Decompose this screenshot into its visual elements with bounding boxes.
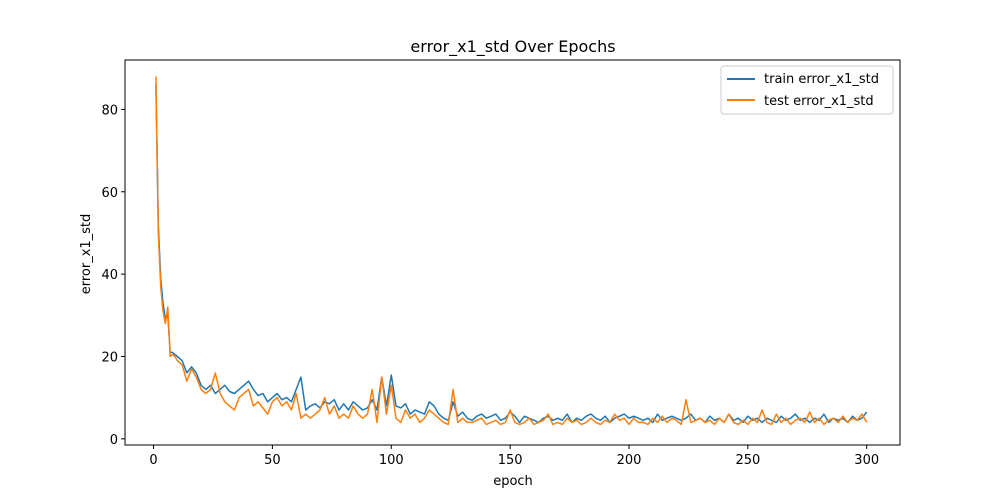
legend-box — [720, 65, 894, 115]
legend: train error_x1_std test error_x1_std — [720, 65, 894, 115]
y-tick-label: 40 — [101, 268, 118, 283]
legend-test-label: test error_x1_std — [764, 94, 874, 109]
legend-train-label: train error_x1_std — [764, 72, 879, 87]
y-tick-label: 80 — [101, 103, 118, 118]
x-tick-label: 300 — [854, 453, 879, 468]
y-tick-label: 0 — [110, 433, 118, 448]
x-axis-label: epoch — [493, 474, 533, 489]
axes-frame — [124, 59, 901, 446]
series-line-test — [155, 76, 868, 426]
y-axis-label: error_x1_std — [79, 214, 94, 295]
chart-title: error_x1_std Over Epochs — [410, 37, 615, 57]
x-tick-label: 50 — [264, 453, 281, 468]
y-tick-label: 20 — [101, 350, 118, 365]
series-line-train — [155, 84, 868, 424]
x-tick-label: 200 — [617, 453, 642, 468]
x-tick-label: 250 — [735, 453, 760, 468]
x-tick-label: 150 — [498, 453, 523, 468]
plot-area: 0 50 100 150 200 250 300 0 20 40 60 80 — [101, 59, 901, 468]
x-tick-label: 100 — [379, 453, 404, 468]
x-tick-label: 0 — [149, 453, 157, 468]
y-tick-label: 60 — [101, 186, 118, 201]
